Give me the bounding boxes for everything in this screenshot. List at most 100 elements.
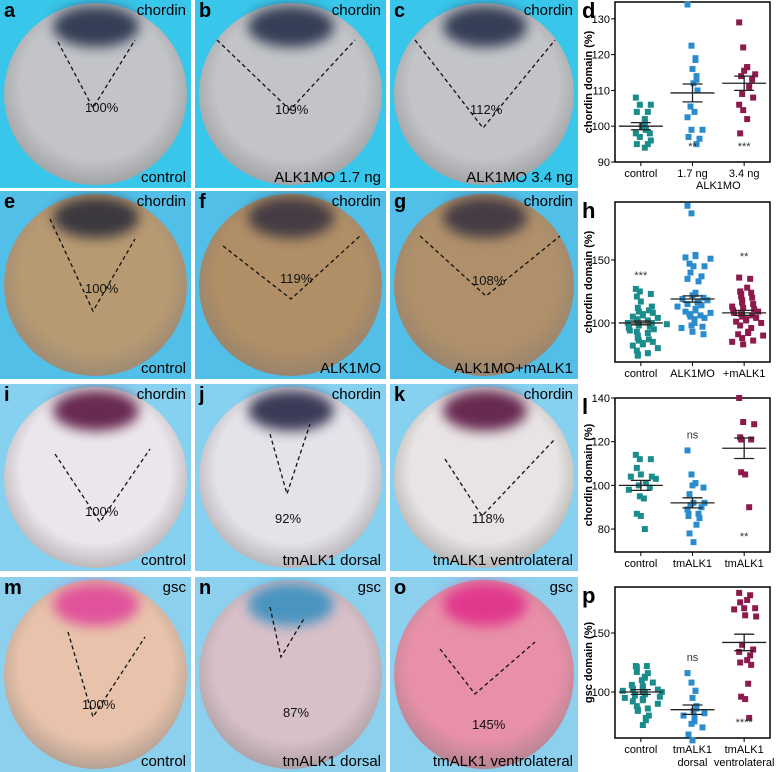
data-point (736, 274, 743, 281)
data-point (692, 687, 699, 694)
scatter-chart-l: l chordin domain (%)80 100 120 140 control tmA… (582, 393, 771, 570)
x-axis-label: ALK1MO (696, 180, 741, 190)
data-point (744, 596, 751, 603)
data-point (747, 652, 754, 659)
domain-percent: 100% (85, 504, 119, 519)
data-point (740, 304, 747, 311)
y-axis-label: gsc domain (%) (583, 622, 595, 704)
embryo-photo-c: c chordin ALK1MO 3.4 ng 112% (390, 0, 578, 188)
data-point (693, 141, 700, 148)
stain-region (53, 390, 140, 432)
domain-percent: 118% (472, 511, 505, 526)
data-point (760, 332, 767, 339)
data-point (685, 512, 692, 519)
y-tick-label: 120 (592, 437, 610, 449)
domain-angle-lines (49, 218, 136, 313)
data-point (746, 83, 753, 90)
domain-percent: 87% (283, 705, 310, 720)
data-point (633, 464, 640, 471)
data-point (625, 486, 632, 493)
data-point (698, 302, 705, 309)
data-point (629, 342, 636, 349)
gene-label: chordin (136, 386, 186, 403)
domain-angle-lines (54, 448, 151, 524)
data-point (750, 94, 757, 101)
stain-region (248, 390, 335, 432)
scatter-chart-d: d chordin domain (%) 90 100 110 120 130 control… (582, 0, 771, 190)
data-point (698, 504, 705, 511)
data-point (742, 696, 749, 703)
condition-label: ALK1MO+mALK1 (454, 360, 573, 377)
data-point (743, 317, 750, 324)
data-point (633, 328, 640, 335)
data-point (742, 471, 749, 478)
data-point (644, 330, 651, 337)
data-point (736, 395, 743, 401)
stain-region (248, 6, 335, 48)
condition-label: control (140, 753, 186, 770)
data-point (686, 260, 693, 267)
data-point (687, 313, 694, 320)
data-point (637, 471, 644, 478)
domain-percent: 100% (82, 697, 116, 712)
data-point (739, 335, 746, 342)
data-point (684, 1, 691, 8)
data-point (634, 352, 641, 359)
gene-label: gsc (162, 579, 186, 596)
data-point (688, 679, 695, 686)
embryo-photo-j: j chordin tmALK1 dorsal 92% (195, 384, 386, 571)
data-point (644, 350, 651, 357)
x-tick-label: ALK1MO (670, 368, 715, 380)
data-point (636, 456, 643, 463)
data-point (689, 694, 696, 701)
data-point (652, 475, 659, 482)
y-tick-label: 90 (598, 157, 610, 169)
domain-angle-lines (67, 631, 146, 719)
x-tick-label: tmALK1 (725, 744, 764, 756)
data-point (692, 56, 699, 63)
data-point (649, 338, 656, 345)
y-axis-label: chordin domain (%) (583, 423, 595, 526)
significance-label: ns (687, 429, 699, 441)
data-point (648, 473, 655, 480)
data-point (736, 589, 743, 596)
data-point (746, 504, 753, 511)
data-point (752, 71, 759, 78)
data-point (742, 612, 749, 619)
data-point (619, 687, 626, 694)
y-axis-label: chordin domain (%) (583, 230, 595, 333)
data-point (688, 720, 695, 727)
stain-region (248, 197, 335, 239)
data-point (656, 693, 663, 700)
domain-percent: 109% (275, 102, 309, 117)
y-tick-label: 80 (598, 524, 610, 536)
condition-label: tmALK1 dorsal (282, 753, 381, 770)
data-point (697, 312, 704, 319)
data-point (740, 341, 747, 348)
data-point (654, 345, 661, 352)
condition-label: tmALK1 ventrolateral (432, 552, 573, 569)
domain-angle-lines (269, 606, 306, 659)
data-point (636, 133, 643, 140)
data-point (751, 421, 758, 428)
data-point (636, 101, 643, 108)
data-point (663, 321, 670, 328)
data-point (688, 126, 695, 133)
embryo-photo-g: g chordin ALK1MO+mALK1 108% (390, 191, 578, 379)
data-point (642, 717, 649, 724)
data-point (685, 731, 692, 738)
data-point (704, 297, 711, 304)
x-tick-label: tmALK1 (673, 744, 712, 756)
data-point (632, 285, 639, 292)
data-point (643, 663, 650, 670)
data-point (736, 101, 743, 108)
data-point (700, 484, 707, 491)
domain-percent: 100% (85, 281, 119, 296)
data-point (690, 707, 697, 714)
data-point (640, 495, 647, 502)
data-point (649, 679, 656, 686)
x-tick-label: tmALK1 (673, 558, 712, 570)
data-point (635, 308, 642, 315)
significance-label: ns (687, 652, 699, 664)
